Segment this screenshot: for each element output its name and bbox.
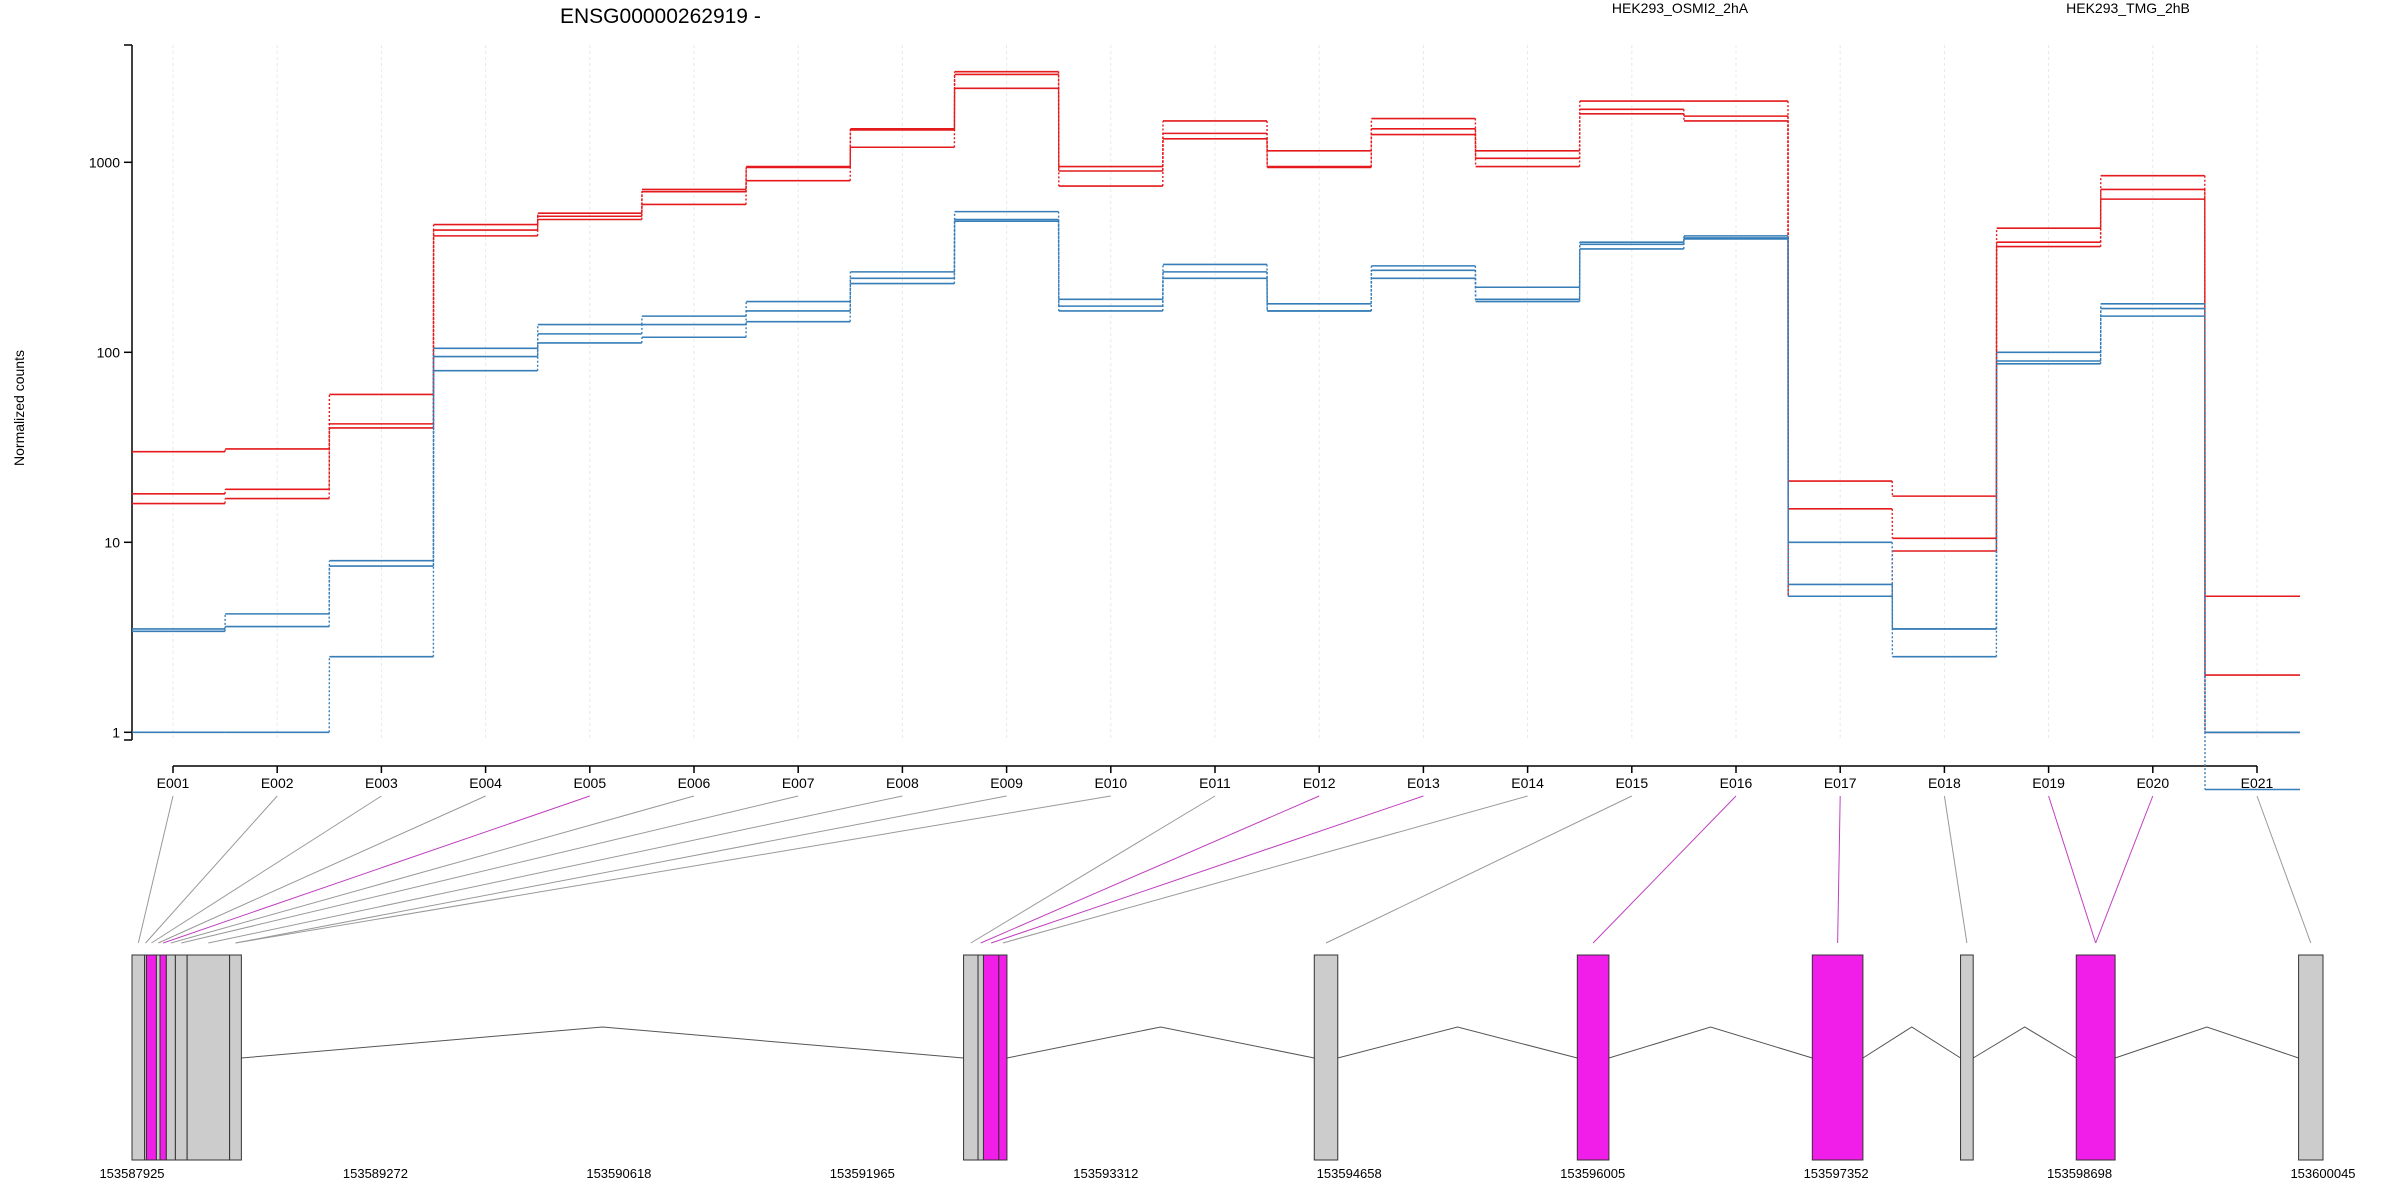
exon-box	[1811, 954, 1864, 1161]
exon-link	[970, 795, 1216, 944]
series-lines	[132, 70, 2300, 791]
intron-line	[1006, 1026, 1315, 1059]
coordinate-label: 153596005	[1560, 1166, 1625, 1181]
exon-link	[980, 795, 1320, 944]
coordinate-label: 153600045	[2290, 1166, 2355, 1181]
exon-link	[1002, 795, 1528, 944]
x-tick-label: E016	[1720, 775, 1753, 791]
coordinate-label: 153590618	[586, 1166, 651, 1181]
series-line	[132, 70, 2300, 598]
exon-link	[158, 795, 486, 944]
exon-link	[208, 795, 903, 944]
coordinate-label: 153598698	[2047, 1166, 2112, 1181]
x-tick-label: E001	[157, 775, 190, 791]
intron-line	[1972, 1026, 2077, 1059]
exon-box	[982, 954, 1000, 1161]
x-tick-label: E005	[573, 775, 606, 791]
exon-box	[155, 954, 161, 1161]
x-tick-label: E019	[2032, 775, 2065, 791]
exon-box	[1576, 954, 1610, 1161]
coordinate-label: 153593312	[1073, 1166, 1138, 1181]
exon-link	[990, 795, 1424, 944]
series-line	[132, 73, 2300, 676]
exon-link	[2095, 795, 2154, 944]
exon-box	[1313, 954, 1339, 1161]
y-tick-label: 1000	[89, 154, 120, 170]
grid-lines	[172, 45, 2258, 740]
x-tick-label: E003	[365, 775, 398, 791]
x-tick-label: E009	[990, 775, 1023, 791]
exon-link	[2256, 795, 2312, 944]
exon-box	[174, 954, 188, 1161]
x-tick-label: E012	[1303, 775, 1336, 791]
coordinate-label: 153594658	[1317, 1166, 1382, 1181]
exon-link-lines	[137, 795, 2312, 944]
x-tick-label: E015	[1615, 775, 1648, 791]
exon-link	[1325, 795, 1633, 944]
exon-link	[235, 795, 1111, 944]
exon-box	[977, 954, 984, 1161]
series-line	[132, 210, 2300, 734]
x-tick-label: E011	[1199, 775, 1231, 791]
coordinate-label: 153591965	[830, 1166, 895, 1181]
x-tick-label: E017	[1824, 775, 1857, 791]
axes: 1 10 100 1000 E001 E002 E003 E004 E005 E006 E007 E0…	[89, 44, 2274, 791]
x-tick-label: E002	[261, 775, 294, 791]
chart-title: ENSG00000262919 -	[560, 5, 761, 28]
exon-box	[963, 954, 979, 1161]
x-tick-label: E010	[1094, 775, 1127, 791]
exon-link	[2048, 795, 2097, 944]
exon-link	[145, 795, 278, 944]
x-tick-label: E006	[678, 775, 711, 791]
coordinate-label: 153587925	[99, 1166, 164, 1181]
exon-link	[235, 795, 1007, 944]
y-tick-label: 10	[104, 534, 120, 550]
exon-link	[1943, 795, 1968, 944]
exon-link	[1837, 795, 1841, 944]
intron-line	[241, 1026, 964, 1059]
y-tick-label: 100	[97, 344, 121, 360]
series-line	[132, 87, 2300, 734]
exon-box	[145, 954, 157, 1161]
x-tick-label: E004	[469, 775, 502, 791]
x-tick-label: E013	[1407, 775, 1440, 791]
x-tick-label: E008	[886, 775, 919, 791]
exon-box	[159, 954, 167, 1161]
gene-model: 153587925 153589272 153590618 153591965 1535…	[99, 954, 2356, 1181]
exon-box	[2298, 954, 2324, 1161]
exon-box	[186, 954, 231, 1161]
y-axis-label: Normalized counts	[11, 350, 27, 466]
legend-entry-osmi2: HEK293_OSMI2_2hA	[1612, 0, 1749, 16]
exon-box	[165, 954, 176, 1161]
exon-link	[151, 795, 382, 944]
exon-box	[998, 954, 1008, 1161]
intron-line	[1608, 1026, 1813, 1059]
y-tick-label: 1	[112, 724, 120, 740]
series-line	[132, 220, 2300, 791]
coordinate-label: 153589272	[343, 1166, 408, 1181]
exon-link	[137, 795, 174, 944]
legend-entry-tmg: HEK293_TMG_2hB	[2066, 0, 2190, 16]
intron-line	[1862, 1026, 1961, 1059]
coordinate-label: 153597352	[1804, 1166, 1869, 1181]
x-tick-label: E007	[782, 775, 815, 791]
x-tick-label: E018	[1928, 775, 1961, 791]
exon-box	[229, 954, 242, 1161]
exon-link	[1592, 795, 1737, 944]
series-line	[132, 218, 2300, 734]
exon-box	[1960, 954, 1974, 1161]
intron-line	[1337, 1026, 1578, 1059]
exon-link	[181, 795, 799, 944]
x-tick-label: E020	[2136, 775, 2169, 791]
x-tick-label: E014	[1511, 775, 1544, 791]
x-tick-label: E021	[2241, 775, 2274, 791]
intron-line	[2114, 1026, 2299, 1059]
exon-box	[2075, 954, 2116, 1161]
exon-link	[163, 795, 590, 944]
exon-link	[170, 795, 695, 944]
exon-box	[131, 954, 146, 1161]
